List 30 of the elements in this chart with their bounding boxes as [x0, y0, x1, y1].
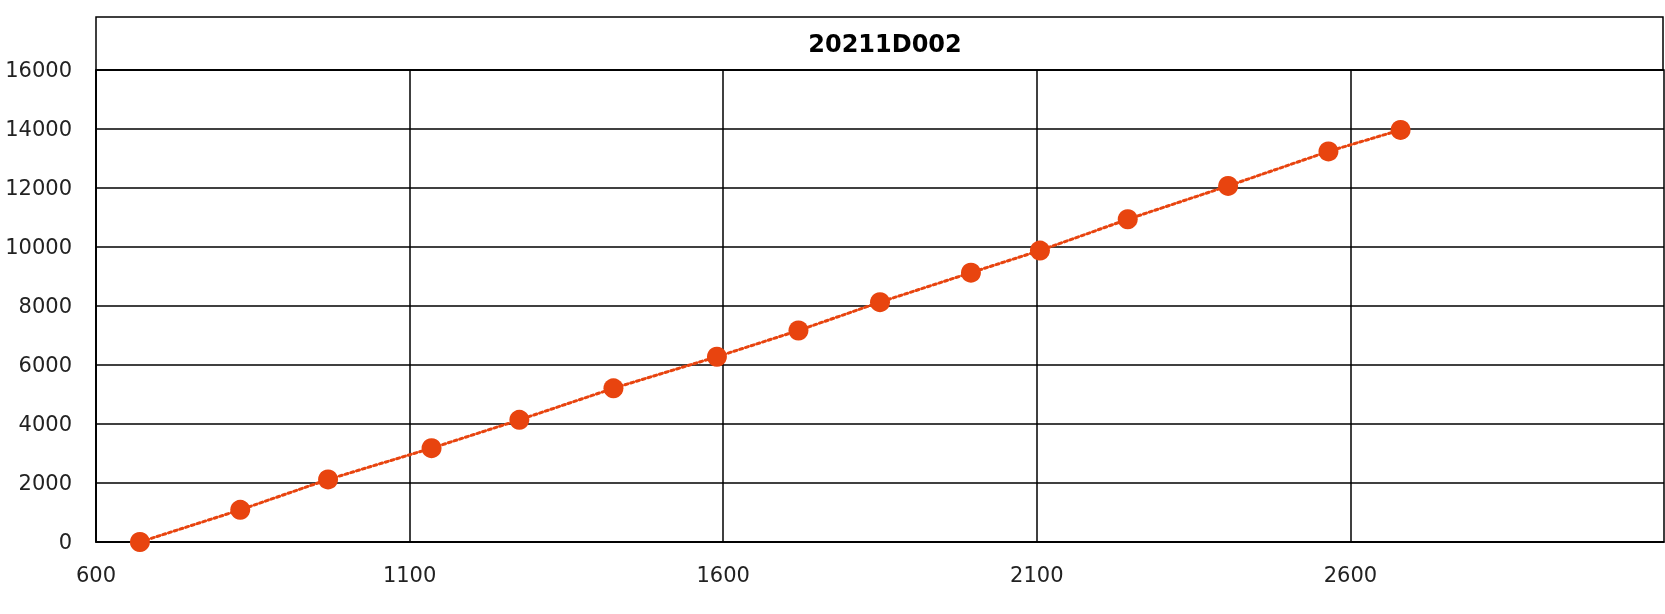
y-tick-label: 4000 — [18, 412, 72, 436]
y-tick-label: 10000 — [5, 235, 72, 259]
chart-title: 20211D002 — [808, 30, 962, 58]
point — [230, 499, 251, 520]
x-tick-label: 2600 — [1323, 562, 1378, 587]
point — [960, 262, 981, 283]
point — [870, 292, 890, 313]
y-tick-label: 6000 — [18, 353, 72, 377]
point — [1029, 240, 1050, 261]
y-tick-label: 0 — [58, 530, 72, 554]
point — [318, 469, 339, 490]
x-tick-label: 1600 — [696, 562, 750, 587]
point — [421, 438, 442, 459]
point — [1218, 175, 1239, 196]
point — [1318, 141, 1339, 162]
point — [706, 346, 727, 367]
y-tick-label: 2000 — [18, 471, 72, 495]
y-tick-label: 12000 — [5, 176, 72, 200]
y-tick-label: 8000 — [18, 294, 72, 318]
y-tick-label: 16000 — [5, 58, 72, 82]
point — [509, 409, 530, 430]
point — [1117, 209, 1138, 230]
point — [788, 320, 809, 341]
point — [1390, 119, 1411, 140]
x-tick-label: 600 — [75, 562, 117, 587]
x-tick-label: 2100 — [1010, 562, 1064, 587]
y-tick-label: 14000 — [5, 117, 72, 141]
x-tick-label: 1100 — [382, 562, 437, 587]
point — [603, 378, 624, 399]
point — [129, 532, 150, 552]
